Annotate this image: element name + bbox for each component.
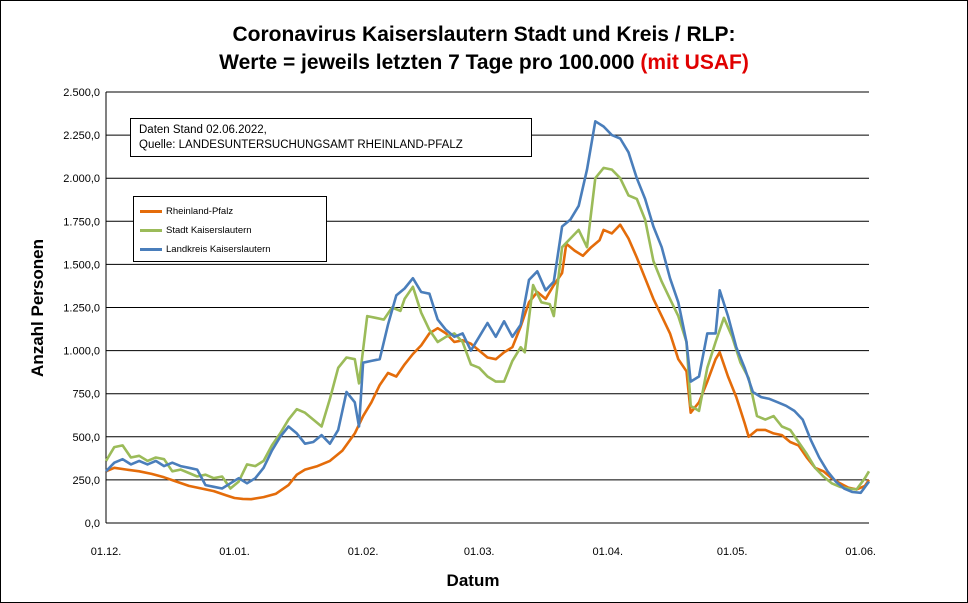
x-axis-ticks: 01.12. 01.01. 01.02. 01.03. 01.04. 01.05. 01.0…: [91, 546, 876, 558]
title-line-2-main: Werte = jeweils letzten 7 Tage pro 100.0…: [219, 51, 641, 74]
x-tick-label: 01.01.: [219, 546, 250, 558]
x-axis-title: Datum: [447, 571, 500, 590]
series-line-2: [105, 120, 871, 495]
chart-title: Coronavirus Kaiserslautern Stadt und Kre…: [1, 21, 967, 77]
y-axis-title: Anzahl Personen: [28, 239, 47, 377]
y-tick-label: 0,0: [85, 518, 100, 530]
legend-item-landkreis-kaiserslautern: Landkreis Kaiserslautern: [140, 240, 320, 259]
y-tick-label: 1.000,0: [63, 346, 100, 358]
y-tick-label: 2.000,0: [63, 173, 100, 185]
legend-label-rheinland-pfalz: Rheinland-Pfalz: [166, 206, 234, 217]
y-tick-label: 750,0: [72, 389, 100, 401]
x-tick-label: 01.06.: [845, 546, 876, 558]
y-tick-label: 2.250,0: [63, 130, 100, 142]
source-note-source: Quelle: LANDESUNTERSUCHUNGSAMT RHEINLAND…: [139, 139, 463, 151]
y-tick-label: 2.500,0: [63, 87, 100, 99]
legend-swatch-rheinland-pfalz: [140, 210, 162, 213]
legend-item-stadt-kaiserslautern: Stadt Kaiserslautern: [140, 221, 320, 240]
source-note-date: Daten Stand 02.06.2022,: [139, 124, 267, 136]
y-tick-label: 1.500,0: [63, 259, 100, 271]
y-tick-label: 1.250,0: [63, 303, 100, 315]
legend-swatch-landkreis-kaiserslautern: [140, 248, 162, 251]
y-axis-ticks: 0,0 250,0 500,0 750,0 1.000,0 1.250,0 1.500,0 1…: [63, 87, 100, 530]
x-tick-label: 01.03.: [464, 546, 495, 558]
legend-label-stadt-kaiserslautern: Stadt Kaiserslautern: [166, 225, 252, 236]
x-tick-label: 01.12.: [91, 546, 122, 558]
title-line-1: Coronavirus Kaiserslautern Stadt und Kre…: [232, 23, 736, 46]
x-tick-label: 01.04.: [592, 546, 623, 558]
series-line-1: [104, 166, 871, 491]
series-line-0: [105, 223, 871, 501]
series-lines: [104, 120, 871, 501]
gridlines: [105, 91, 869, 524]
y-tick-label: 500,0: [72, 432, 100, 444]
title-line-2: Werte = jeweils letzten 7 Tage pro 100.0…: [1, 49, 967, 77]
legend-item-rheinland-pfalz: Rheinland-Pfalz: [140, 202, 320, 221]
x-tick-label: 01.05.: [717, 546, 748, 558]
legend: Rheinland-Pfalz Stadt Kaiserslautern Lan…: [133, 196, 327, 262]
source-note: Daten Stand 02.06.2022, Quelle: LANDESUN…: [130, 118, 532, 157]
y-tick-label: 1.750,0: [63, 216, 100, 228]
legend-swatch-stadt-kaiserslautern: [140, 229, 162, 232]
x-tick-label: 01.02.: [348, 546, 379, 558]
y-tick-label: 250,0: [72, 475, 100, 487]
title-line-2-red: (mit USAF): [640, 51, 749, 74]
legend-label-landkreis-kaiserslautern: Landkreis Kaiserslautern: [166, 244, 271, 255]
